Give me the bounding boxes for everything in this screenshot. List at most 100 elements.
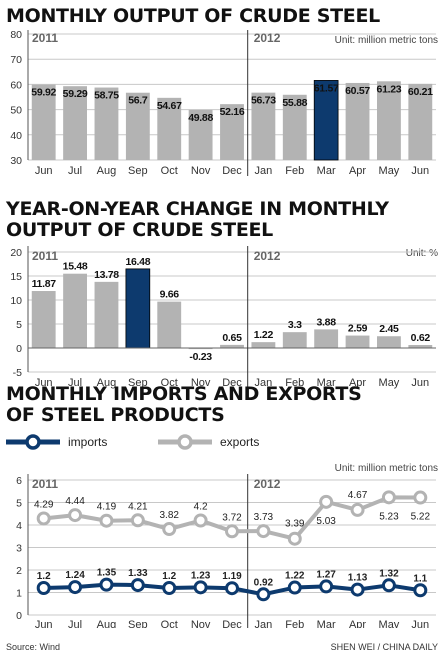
- yoy-xtick-label: Sep: [128, 377, 148, 389]
- yoy-xtick-label: Aug: [97, 377, 117, 389]
- output-xtick-label: Jun: [411, 165, 429, 177]
- output-data-label: 54.67: [157, 100, 182, 112]
- output-xtick-label: Aug: [97, 165, 117, 177]
- yoy-data-label: 13.78: [94, 269, 119, 281]
- output-bar: [251, 92, 276, 160]
- output-data-label: 60.57: [345, 85, 370, 97]
- output-xtick-label: Jul: [68, 165, 82, 177]
- yoy-data-label: 0.62: [411, 332, 431, 344]
- trade-exports-data-label: 3.72: [222, 512, 242, 523]
- trade-exports-point: [36, 511, 51, 526]
- output-data-label: 61.57: [314, 82, 339, 94]
- trade-imports-data-label: 1.24: [65, 570, 85, 581]
- trade-xtick-label: Aug: [97, 619, 117, 628]
- output-data-label: 49.88: [188, 112, 213, 124]
- trade-exports-data-label: 4.29: [34, 499, 54, 510]
- trade-xtick-label: May: [379, 619, 400, 628]
- output-xtick-label: Oct: [161, 165, 178, 177]
- trade-imports-data-label: 1.27: [316, 569, 336, 580]
- yoy-ytick-label: -5: [13, 367, 22, 379]
- output-bar: [125, 92, 150, 160]
- trade-imports-point: [68, 580, 83, 595]
- trade-imports-point: [350, 582, 365, 597]
- trade-imports-point: [256, 587, 271, 602]
- trade-exports-data-label: 3.82: [159, 510, 179, 521]
- output-data-label: 56.73: [251, 95, 276, 107]
- trade-year-label-2012: 2012: [254, 477, 281, 491]
- output-ytick-label: 40: [10, 130, 22, 142]
- output-ytick-label: 30: [10, 155, 22, 167]
- legend-exports-label: exports: [220, 435, 259, 449]
- output-bar: [345, 82, 370, 160]
- trade-imports-data-label: 1.35: [97, 568, 117, 579]
- trade-exports-data-label: 5.22: [411, 512, 431, 523]
- trade-imports-data-label: 0.92: [254, 577, 274, 588]
- output-bar: [376, 81, 401, 160]
- output-data-label: 61.23: [377, 83, 402, 95]
- trade-year-label-2011: 2011: [32, 477, 58, 491]
- trade-ytick-label: 1: [16, 588, 22, 600]
- trade-imports-data-label: 1.32: [379, 568, 399, 579]
- yoy-xtick-label: Jun: [411, 377, 429, 389]
- trade-ytick-label: 5: [16, 498, 22, 510]
- output-xtick-label: Jun: [35, 165, 53, 177]
- output-bar: [282, 94, 307, 160]
- trade-ytick-label: 2: [16, 565, 22, 577]
- yoy-bar: [94, 281, 119, 348]
- trade-xtick-label: Mar: [317, 619, 336, 628]
- trade-exports-point: [162, 522, 177, 537]
- yoy-year-label-2011: 2011: [32, 249, 58, 263]
- trade-exports-data-label: 4.21: [128, 501, 148, 512]
- trade-ytick-label: 6: [16, 475, 22, 487]
- trade-exports-point: [381, 490, 396, 505]
- trade-exports-point: [413, 490, 428, 505]
- output-data-label: 60.21: [408, 86, 433, 98]
- yoy-bar: [251, 342, 276, 348]
- output-chart-title: MONTHLY OUTPUT OF CRUDE STEEL: [6, 5, 380, 27]
- yoy-bar: [220, 344, 244, 348]
- output-bar-chart: 30 40 50 60 70 80 59.92 59.29 58.75 56.7 54.67 49.8…: [10, 30, 436, 177]
- yoy-data-label: 11.87: [32, 278, 57, 290]
- trade-line-chart: 0 1 2 3 4 5 6 2011 2012 imports exports 1.2 1.24 1.35…: [6, 434, 436, 628]
- trade-imports-point: [36, 581, 51, 595]
- yoy-bar: [282, 332, 307, 348]
- yoy-xtick-label: Jun: [35, 377, 53, 389]
- trade-imports-data-label: 1.2: [37, 571, 51, 582]
- yoy-xtick-label: Nov: [191, 377, 211, 389]
- yoy-xtick-label: Feb: [285, 377, 304, 389]
- output-year-label-2012: 2012: [254, 31, 281, 45]
- trade-exports-point: [256, 524, 271, 539]
- output-ytick-label: 80: [10, 30, 22, 41]
- output-data-label: 52.16: [220, 106, 245, 118]
- output-bar: [63, 86, 88, 160]
- credit-note: SHEN WEI / CHINA DAILY: [330, 642, 438, 652]
- legend-imports-label: imports: [68, 435, 107, 449]
- output-xtick-label: Dec: [222, 165, 242, 177]
- trade-xtick-label: Jul: [68, 619, 82, 628]
- trade-chart-title-line2: OF STEEL PRODUCTS: [6, 404, 225, 426]
- trade-imports-point: [413, 583, 428, 598]
- output-data-label: 58.75: [94, 90, 119, 102]
- output-ytick-label: 50: [10, 105, 22, 117]
- trade-imports-data-label: 1.33: [128, 568, 148, 579]
- output-bar: [94, 87, 119, 160]
- output-bar: [220, 104, 244, 160]
- trade-imports-point: [99, 577, 114, 592]
- yoy-xtick-label: May: [379, 377, 400, 389]
- yoy-ytick-label: 10: [10, 295, 22, 307]
- trade-xtick-label: Jun: [411, 619, 429, 628]
- yoy-data-label: 15.48: [63, 261, 88, 273]
- yoy-xtick-label: Dec: [222, 377, 242, 389]
- output-bar: [408, 83, 433, 160]
- yoy-data-label: 16.48: [125, 256, 150, 268]
- yoy-xtick-label: Mar: [317, 377, 336, 389]
- output-year-label-2011: 2011: [32, 31, 58, 45]
- yoy-xtick-label: Oct: [161, 377, 178, 389]
- trade-exports-data-label: 4.67: [348, 490, 368, 501]
- yoy-bar: [408, 345, 433, 348]
- trade-xtick-label: Nov: [191, 619, 211, 628]
- yoy-bar: [125, 268, 151, 349]
- trade-exports-data-label: 3.73: [254, 512, 274, 523]
- trade-xtick-label: Feb: [285, 619, 304, 628]
- yoy-ytick-label: 0: [16, 343, 22, 355]
